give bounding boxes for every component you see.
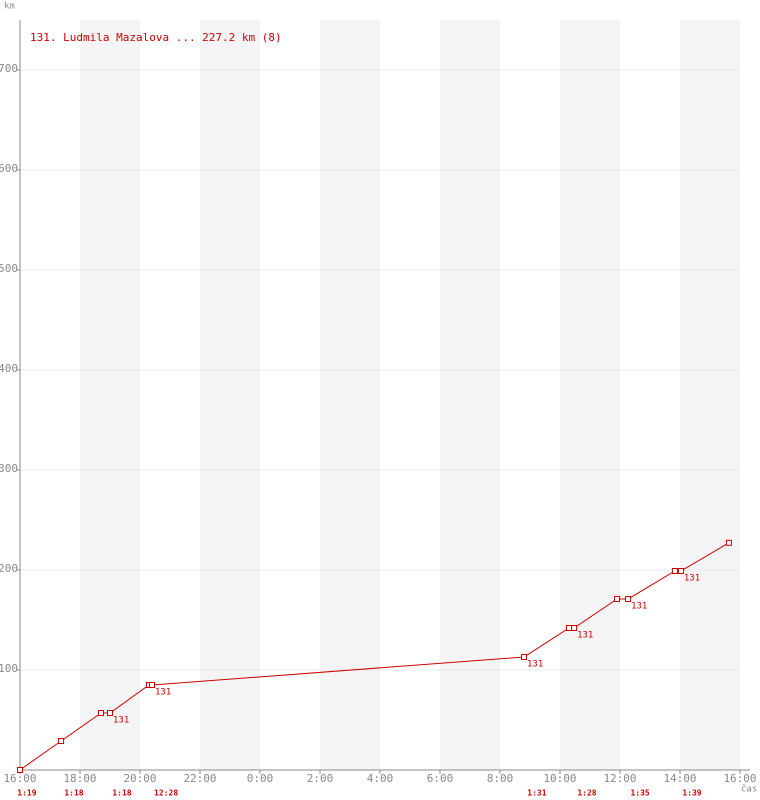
band (80, 20, 140, 770)
x-tick-label: 14:00 (663, 772, 696, 785)
point-annotation: 131 (155, 688, 171, 698)
point-marker (107, 710, 113, 716)
y-tick-label: 100 (0, 662, 18, 675)
y-tick-label: 500 (0, 262, 18, 275)
lap-label: 1:19 (17, 789, 36, 798)
point-marker (98, 710, 104, 716)
lap-label: 1:39 (682, 789, 701, 798)
point-marker (521, 654, 527, 660)
point-marker (17, 767, 23, 773)
chart-title: 131. Ludmila Mazalova ... 227.2 km (8) (30, 31, 282, 44)
point-marker (566, 625, 572, 631)
point-marker (725, 539, 732, 546)
y-tick-label: 400 (0, 362, 18, 375)
point-annotation: 131 (631, 602, 647, 612)
band (440, 20, 500, 770)
point-marker (677, 568, 684, 574)
band (560, 20, 620, 770)
y-tick-label: 200 (0, 562, 18, 575)
y-axis-label: km (4, 2, 15, 12)
point-marker (571, 625, 578, 631)
x-tick-label: 8:00 (487, 772, 514, 785)
x-tick-label: 12:00 (603, 772, 636, 785)
x-tick-label: 16:00 (3, 772, 36, 785)
lap-label: 1:35 (630, 789, 649, 798)
band (320, 20, 380, 770)
point-marker (58, 738, 65, 744)
background (20, 20, 740, 770)
band (200, 20, 260, 770)
y-tick-label: 700 (0, 62, 18, 75)
y-tick-label: 300 (0, 462, 18, 475)
point-marker (614, 596, 620, 602)
x-tick-label: 16:00 (723, 772, 756, 785)
lap-label: 12:28 (154, 789, 178, 798)
lap-label: 1:18 (64, 789, 83, 798)
y-tick-label: 600 (0, 162, 18, 175)
x-tick-label: 2:00 (307, 772, 334, 785)
point-annotation: 131 (527, 660, 543, 670)
x-tick-label: 20:00 (123, 772, 156, 785)
lap-label: 1:28 (577, 789, 596, 798)
lap-label: 1:31 (527, 789, 546, 798)
x-tick-label: 0:00 (247, 772, 274, 785)
point-annotation: 131 (577, 631, 593, 641)
x-tick-label: 18:00 (63, 772, 96, 785)
point-annotation: 131 (113, 716, 129, 726)
x-tick-label: 6:00 (427, 772, 454, 785)
x-axis-label: čas (741, 784, 757, 795)
point-marker (625, 596, 632, 602)
x-tick-label: 10:00 (543, 772, 576, 785)
x-tick-label: 22:00 (183, 772, 216, 785)
point-annotation: 131 (684, 574, 700, 584)
point-marker (149, 682, 155, 688)
band (680, 20, 740, 770)
lap-label: 1:18 (112, 789, 131, 798)
point-marker (671, 568, 678, 574)
x-tick-label: 4:00 (367, 772, 394, 785)
